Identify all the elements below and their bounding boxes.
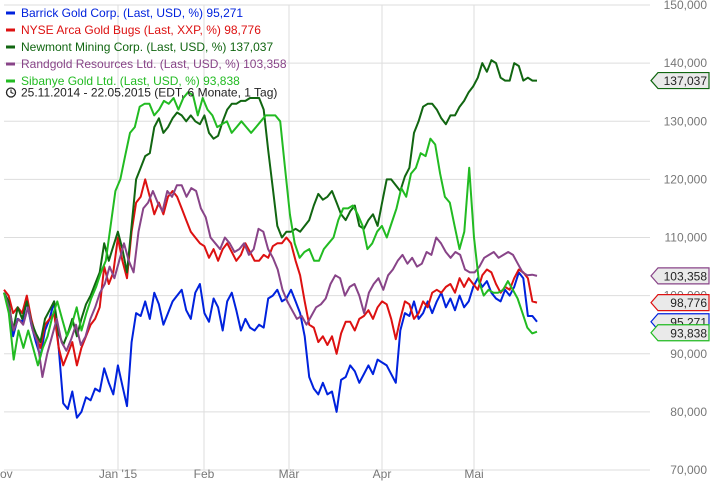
x-tick-label: Mär xyxy=(279,467,300,481)
legend-label: Sibanye Gold Ltd. (Last, USD, %) 93,838 xyxy=(21,74,240,88)
y-tick-label: 80,000 xyxy=(670,405,707,419)
legend-entry-3: Newmont Mining Corp. (Last, USD, %) 137,… xyxy=(6,40,273,54)
value-tag-text: 137,037 xyxy=(664,74,708,88)
y-axis: 70,00080,00090,000100,000110,000120,0001… xyxy=(664,0,708,477)
value-tag-text: 98,776 xyxy=(670,296,707,310)
legend-entry-2: NYSE Arca Gold Bugs (Last, XXP, %) 98,77… xyxy=(6,23,261,37)
series-line-5 xyxy=(3,91,538,367)
value-tag-4: 103,358 xyxy=(650,267,710,285)
period-label: 25.11.2014 - 22.05.2015 (EDT, 6 Monate, … xyxy=(21,86,277,100)
legend-entry-5: Sibanye Gold Ltd. (Last, USD, %) 93,838 xyxy=(6,74,240,88)
x-tick-label: ov xyxy=(0,467,13,481)
y-tick-label: 70,000 xyxy=(670,463,707,477)
period-row: 25.11.2014 - 22.05.2015 (EDT, 6 Monate, … xyxy=(5,86,277,100)
series-line-4 xyxy=(3,184,538,378)
value-tag-5: 93,838 xyxy=(650,324,710,342)
x-tick-label: Apr xyxy=(373,467,392,481)
legend-label: Barrick Gold Corp. (Last, USD, %) 95,271 xyxy=(21,6,243,20)
y-tick-label: 120,000 xyxy=(664,172,708,186)
clock-icon xyxy=(5,87,17,98)
y-tick-label: 140,000 xyxy=(664,56,708,70)
legend-entry-1: Barrick Gold Corp. (Last, USD, %) 95,271 xyxy=(6,6,243,20)
y-tick-label: 150,000 xyxy=(664,0,708,12)
y-tick-label: 90,000 xyxy=(670,347,707,361)
value-tag-2: 98,776 xyxy=(650,294,710,312)
series-line-3 xyxy=(3,59,537,346)
legend-label: Randgold Resources Ltd. (Last, USD, %) 1… xyxy=(21,57,287,71)
value-tag-3: 137,037 xyxy=(650,71,710,90)
x-tick-label: Mai xyxy=(464,467,483,481)
series-lines xyxy=(3,59,538,419)
legend: Barrick Gold Corp. (Last, USD, %) 95,271… xyxy=(6,6,287,88)
legend-label: Newmont Mining Corp. (Last, USD, %) 137,… xyxy=(21,40,273,54)
y-tick-label: 110,000 xyxy=(665,231,708,245)
value-tag-text: 93,838 xyxy=(670,326,707,340)
y-tick-label: 130,000 xyxy=(664,114,708,128)
x-tick-label: Jan '15 xyxy=(99,467,138,481)
x-axis: ov Jan '15 Feb Mär Apr Mai xyxy=(0,467,484,481)
value-tag-text: 103,358 xyxy=(664,269,708,283)
x-tick-label: Feb xyxy=(194,467,215,481)
series-line-1 xyxy=(3,271,538,419)
legend-entry-4: Randgold Resources Ltd. (Last, USD, %) 1… xyxy=(6,57,287,71)
legend-label: NYSE Arca Gold Bugs (Last, XXP, %) 98,77… xyxy=(21,23,261,37)
